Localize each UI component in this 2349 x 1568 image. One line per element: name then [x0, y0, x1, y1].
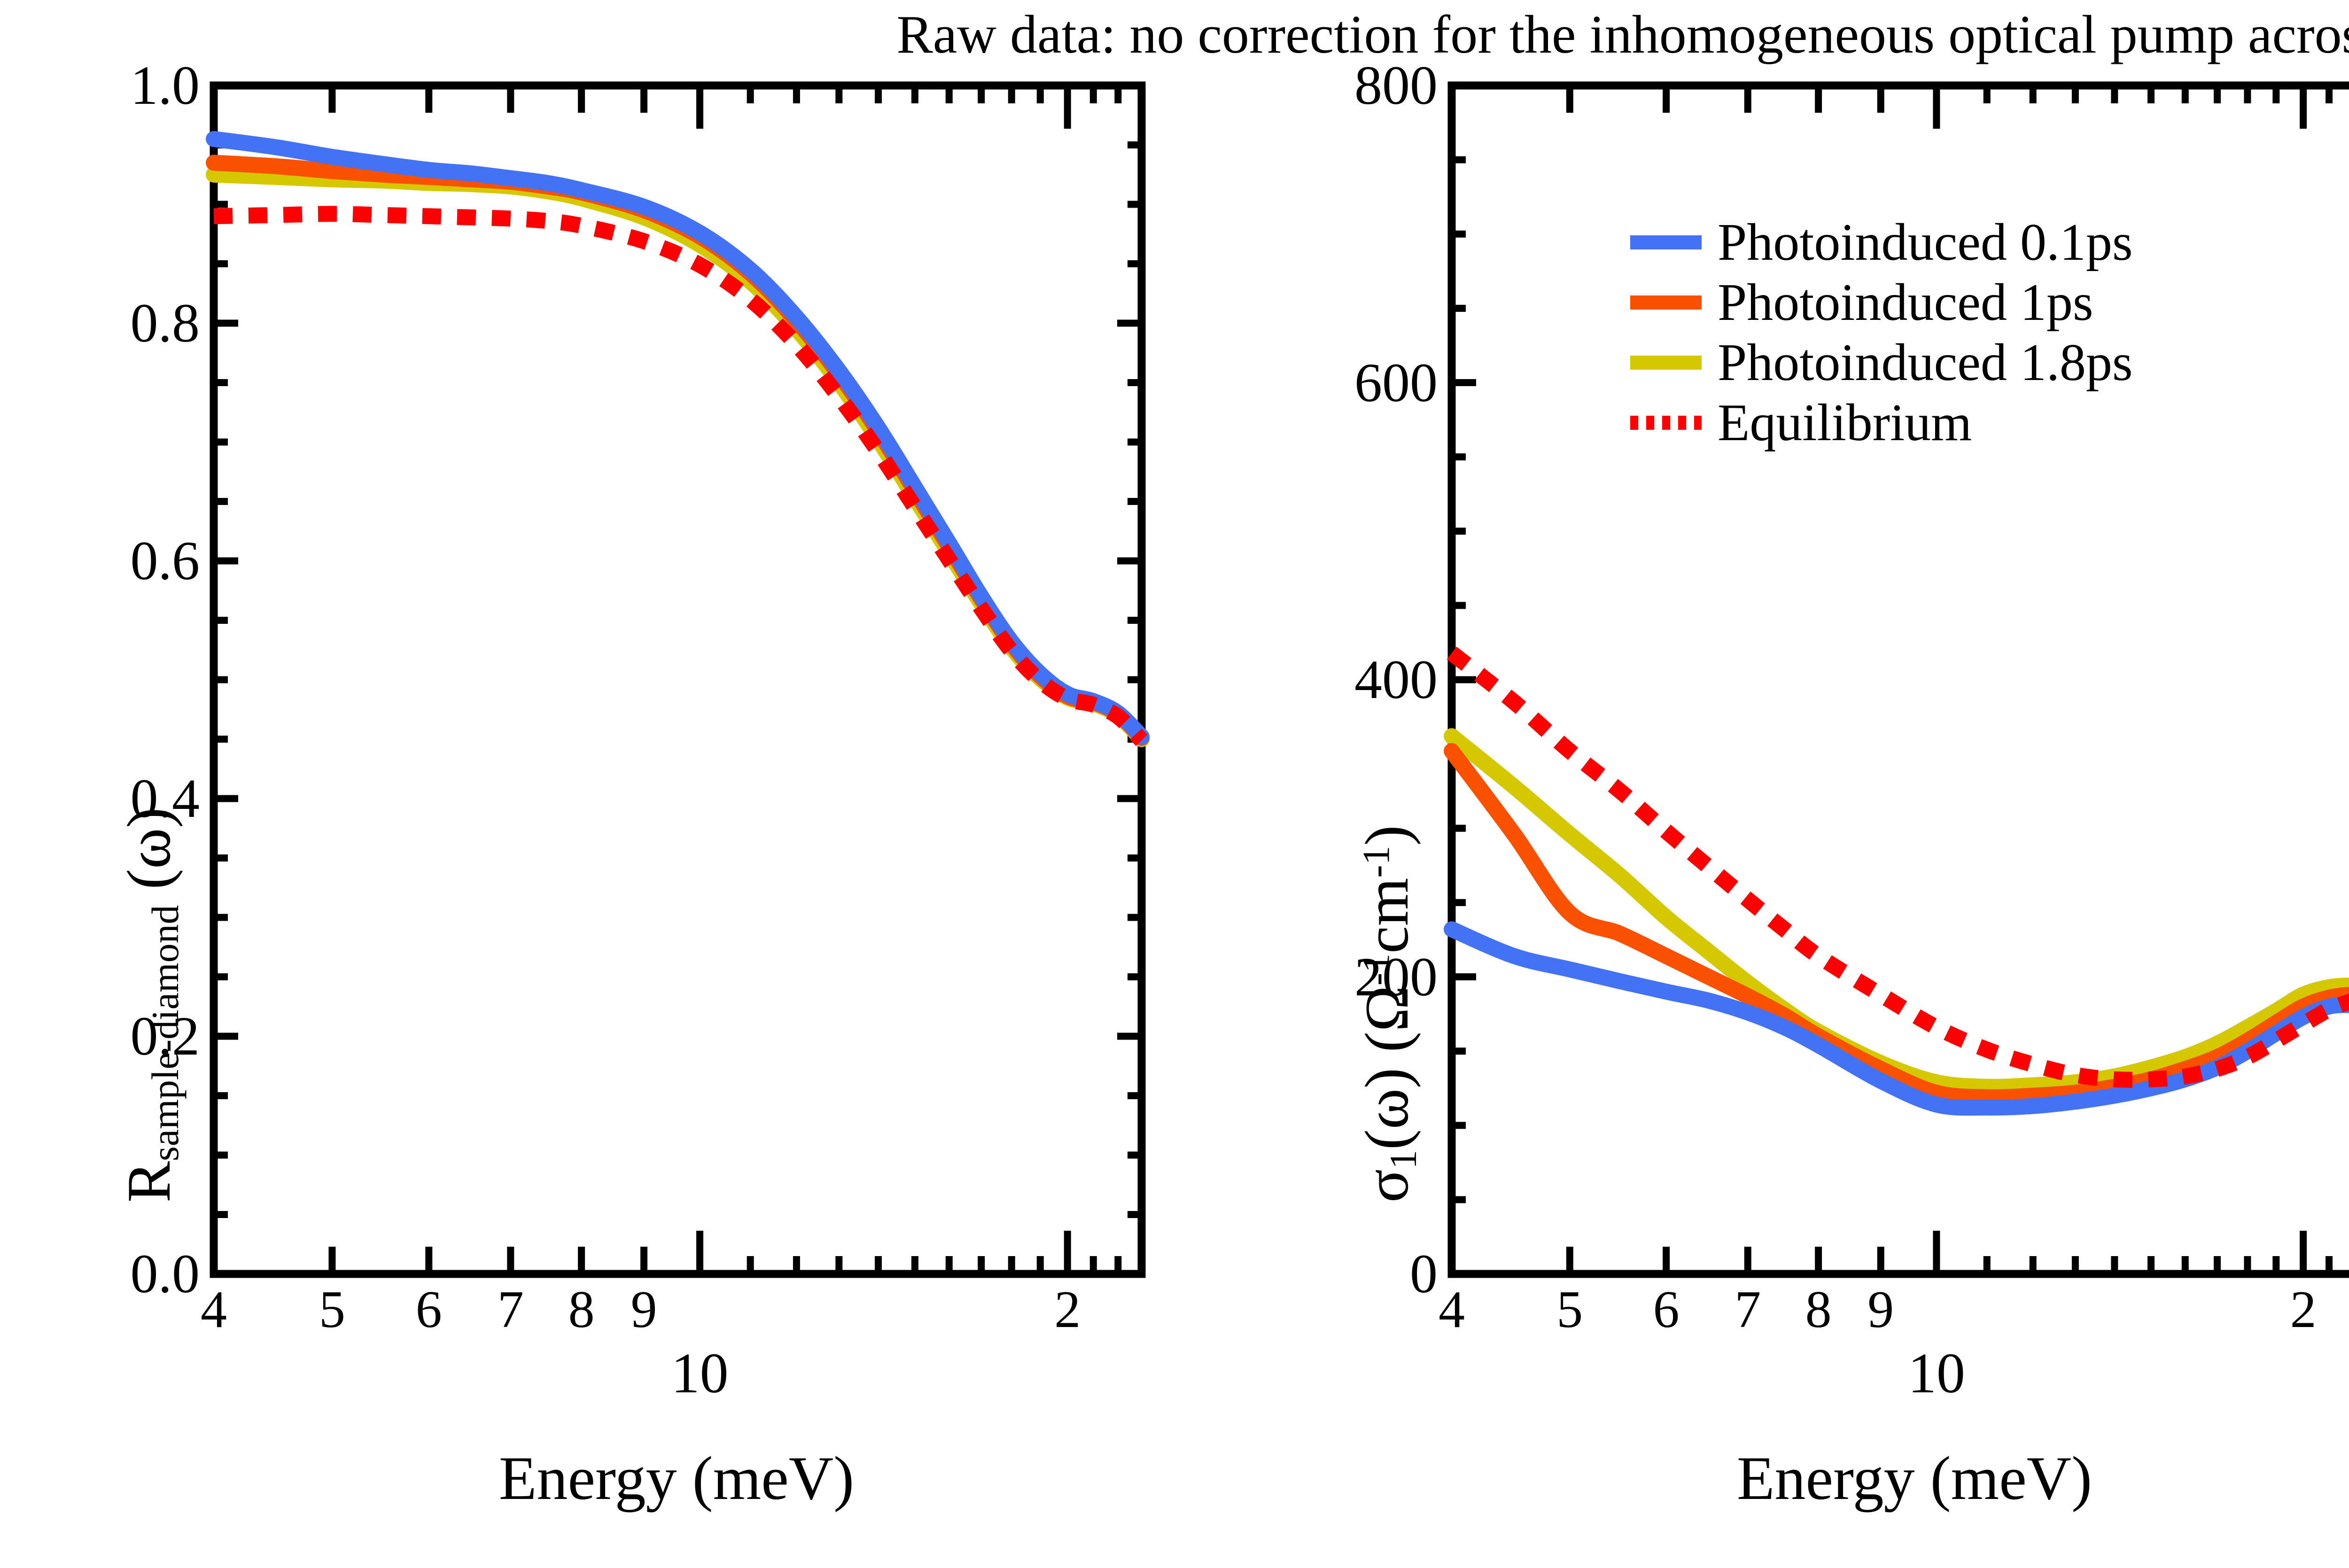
- y-tick-label: 0: [1410, 1243, 1438, 1304]
- series-line-equilibrium: [1447, 646, 2349, 1088]
- x-tick-label: 6: [415, 1281, 442, 1339]
- data-series: [1444, 646, 2349, 1116]
- panel-1-x-axis-label: Energy (meV): [498, 1444, 855, 1513]
- x-ticks: [1448, 85, 2333, 1274]
- x-tick-label: 7: [497, 1281, 524, 1339]
- legend-swatch-solid: [1630, 295, 1702, 310]
- x-tick-label: 9: [1867, 1281, 1894, 1339]
- panel-2-x-axis-label: Energy (meV): [1736, 1444, 2092, 1513]
- legend-swatch-solid: [1630, 356, 1702, 370]
- x-decade-label: 10: [671, 1342, 729, 1405]
- x-tick-label: 7: [1735, 1281, 1761, 1339]
- axis-frame: [210, 81, 1146, 1278]
- legend-label: Photoinduced 1.8ps: [1718, 333, 2133, 392]
- data-series: [206, 131, 1150, 747]
- x-tick-label: 6: [1653, 1281, 1680, 1339]
- y-tick-label: 200: [1354, 946, 1438, 1008]
- legend-label: Equilibrium: [1718, 393, 1972, 452]
- y-tick-label: 400: [1354, 649, 1438, 710]
- x-tick-label-upper: 2: [1054, 1281, 1081, 1339]
- series-line: [1444, 728, 2349, 1095]
- panel-2-plot-area: [1236, 0, 2349, 1568]
- x-tick-label: 5: [319, 1281, 345, 1339]
- panel-sigma1: σ1(ω) (Ω-1cm-1) Photoinduced 0.1ps Photoi…: [1236, 0, 2349, 1568]
- x-tick-label: 5: [1556, 1281, 1583, 1339]
- y-tick-label: 0.6: [130, 530, 200, 591]
- y-tick-label: 0.2: [130, 1005, 200, 1067]
- series-line: [1444, 921, 2349, 1116]
- x-tick-label: 8: [568, 1281, 595, 1339]
- panel-1-plot-area: [206, 81, 1150, 1278]
- y-tick-label: 1.0: [130, 54, 200, 116]
- figure-title: Raw data: no correction for the inhomoge…: [896, 5, 2349, 65]
- legend-item: Photoinduced 1.8ps: [1630, 333, 2133, 393]
- y-tick-label: 0.4: [130, 768, 200, 829]
- y-ticks: [214, 82, 1142, 1278]
- x-tick-label: 9: [630, 1281, 657, 1339]
- x-tick-label: 4: [201, 1281, 227, 1339]
- legend-item: Photoinduced 1ps: [1630, 272, 2133, 333]
- legend-label: Photoinduced 0.1ps: [1718, 213, 2133, 272]
- x-decade-label: 10: [1907, 1342, 1965, 1405]
- series-line: [1444, 743, 2349, 1105]
- legend-label: Photoinduced 1ps: [1718, 273, 2093, 332]
- x-tick-label: 4: [1439, 1281, 1465, 1339]
- legend-item: Equilibrium: [1630, 393, 2133, 453]
- y-tick-label: 800: [1354, 54, 1438, 116]
- y-tick-label: 0.8: [130, 292, 200, 354]
- x-tick-label-upper: 2: [2290, 1281, 2317, 1339]
- panel-reflectivity: Rsample-diamond (ω) Energy (meV) 0.0 0.2 0…: [114, 54, 1150, 1513]
- y-tick-label: 600: [1354, 351, 1438, 413]
- legend-swatch-dotted: [1630, 416, 1702, 430]
- y-tick-label: 0.0: [130, 1243, 200, 1304]
- series-line: [206, 166, 1150, 747]
- x-tick-label: 8: [1805, 1281, 1832, 1339]
- series-line-equilibrium: [213, 206, 1148, 746]
- series-line: [206, 131, 1150, 745]
- legend-item: Photoinduced 0.1ps: [1630, 212, 2133, 272]
- legend: Photoinduced 0.1ps Photoinduced 1ps Photoi…: [1630, 212, 2133, 453]
- x-ticks: [210, 85, 1122, 1274]
- legend-swatch-solid: [1630, 235, 1702, 249]
- y-ticks: [1452, 82, 1476, 1278]
